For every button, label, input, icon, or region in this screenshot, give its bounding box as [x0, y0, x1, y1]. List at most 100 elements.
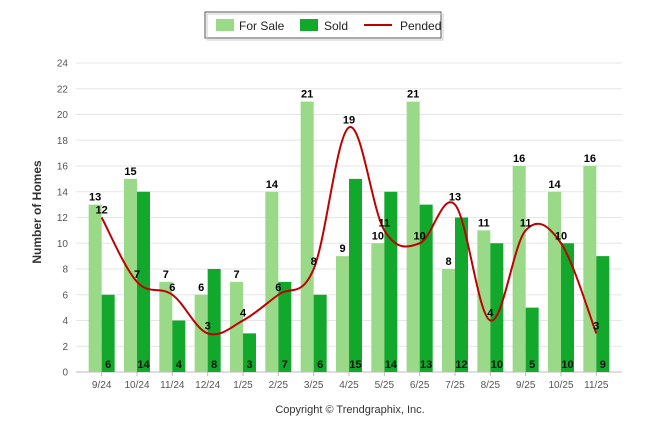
- data-label-pended: 10: [414, 230, 426, 242]
- bar-for-sale: [548, 191, 561, 372]
- x-tick-label: 6/25: [410, 380, 430, 391]
- data-label-pended: 10: [555, 230, 567, 242]
- data-label-sold: 14: [385, 359, 398, 371]
- y-tick-label: 18: [57, 136, 69, 147]
- data-label-for-sale: 16: [584, 153, 596, 165]
- x-tick-label: 10/24: [124, 380, 149, 391]
- bar-for-sale: [230, 281, 243, 372]
- data-label-sold: 14: [137, 359, 150, 371]
- data-label-pended: 19: [343, 114, 355, 126]
- y-axis-title: Number of Homes: [30, 160, 44, 264]
- x-tick-label: 12/24: [195, 380, 220, 391]
- y-tick-label: 6: [62, 290, 68, 301]
- bar-sold: [349, 178, 362, 372]
- y-tick-label: 0: [62, 368, 68, 379]
- data-label-for-sale: 7: [163, 269, 169, 281]
- data-label-for-sale: 16: [513, 153, 525, 165]
- x-tick-label: 9/25: [516, 380, 536, 391]
- bar-sold: [137, 191, 150, 372]
- bar-for-sale: [265, 191, 279, 372]
- data-label-sold: 15: [349, 359, 361, 371]
- y-tick-label: 22: [57, 84, 69, 95]
- bar-for-sale: [583, 166, 597, 372]
- data-label-for-sale: 10: [372, 230, 384, 242]
- legend: For Sale Sold Pended: [204, 11, 444, 41]
- bar-labels: 1361514746873147216915101421138121110165…: [89, 89, 606, 371]
- data-label-for-sale: 7: [233, 269, 239, 281]
- y-tick-label: 10: [57, 239, 69, 250]
- data-label-for-sale: 14: [548, 179, 561, 191]
- x-tick-label: 1/25: [233, 380, 253, 391]
- bar-sold: [561, 243, 574, 372]
- bar-sold: [596, 256, 610, 372]
- bar-sold: [101, 294, 115, 372]
- data-label-pended: 13: [449, 192, 461, 204]
- bar-for-sale: [406, 101, 420, 372]
- bar-sold: [525, 307, 539, 372]
- y-tick-label: 12: [57, 213, 69, 224]
- data-label-pended: 7: [134, 269, 140, 281]
- bar-sold: [207, 269, 221, 372]
- data-label-for-sale: 21: [301, 89, 313, 101]
- x-tick-label: 5/25: [375, 380, 395, 391]
- bars: [88, 101, 610, 372]
- data-label-for-sale: 21: [407, 89, 419, 101]
- data-label-sold: 9: [600, 359, 606, 371]
- legend-shadow: [206, 13, 444, 41]
- bar-for-sale: [512, 166, 526, 372]
- data-label-pended: 12: [96, 205, 108, 217]
- legend-swatch-sold: [300, 19, 318, 31]
- bar-for-sale: [194, 294, 208, 372]
- data-label-pended: 11: [379, 217, 391, 229]
- y-tick-label: 4: [62, 316, 68, 327]
- data-label-pended: 3: [593, 320, 599, 332]
- data-label-pended: 8: [311, 256, 317, 268]
- data-label-for-sale: 8: [445, 256, 451, 268]
- y-tick-label: 24: [57, 59, 69, 70]
- bar-for-sale: [336, 256, 349, 372]
- data-label-sold: 12: [455, 359, 467, 371]
- bar-sold: [172, 320, 186, 372]
- data-label-pended: 4: [240, 308, 247, 320]
- legend-label-for-sale[interactable]: For Sale: [239, 19, 285, 33]
- bar-sold: [490, 243, 504, 372]
- legend-swatch-for-sale: [216, 19, 234, 31]
- y-tick-label: 14: [57, 187, 69, 198]
- data-label-sold: 3: [246, 359, 252, 371]
- x-tick-label: 10/25: [548, 380, 573, 391]
- x-axis-ticks: 9/24 10/24 11/24 12/24 1/25 2/25 3/25 4/25 5/25 6…: [92, 372, 609, 391]
- legend-label-sold[interactable]: Sold: [324, 19, 348, 33]
- data-label-for-sale: 6: [198, 282, 204, 294]
- x-tick-label: 9/24: [92, 380, 112, 391]
- bar-sold: [419, 204, 433, 372]
- legend-label-pended[interactable]: Pended: [400, 19, 441, 33]
- bar-for-sale: [477, 230, 491, 372]
- data-label-pended: 4: [487, 308, 494, 320]
- data-label-sold: 10: [491, 359, 503, 371]
- bar-for-sale: [371, 243, 385, 372]
- data-label-for-sale: 13: [89, 192, 101, 204]
- data-label-for-sale: 14: [266, 179, 279, 191]
- data-label-pended: 3: [205, 320, 211, 332]
- bar-for-sale: [124, 178, 137, 372]
- y-tick-label: 20: [57, 110, 69, 121]
- data-label-pended: 6: [275, 282, 281, 294]
- x-tick-label: 7/25: [445, 380, 465, 391]
- x-tick-label: 8/25: [481, 380, 501, 391]
- y-tick-label: 16: [57, 162, 69, 173]
- data-label-pended: 6: [169, 282, 175, 294]
- data-label-sold: 6: [317, 359, 323, 371]
- x-tick-label: 11/24: [160, 380, 185, 391]
- data-label-for-sale: 9: [339, 243, 345, 255]
- legend-box: [204, 11, 442, 39]
- data-label-sold: 6: [105, 359, 111, 371]
- data-label-pended: 11: [520, 217, 532, 229]
- data-label-sold: 7: [282, 359, 288, 371]
- bar-sold: [243, 333, 256, 372]
- data-label-sold: 13: [420, 359, 432, 371]
- bar-for-sale: [442, 269, 455, 372]
- y-tick-label: 8: [62, 265, 68, 276]
